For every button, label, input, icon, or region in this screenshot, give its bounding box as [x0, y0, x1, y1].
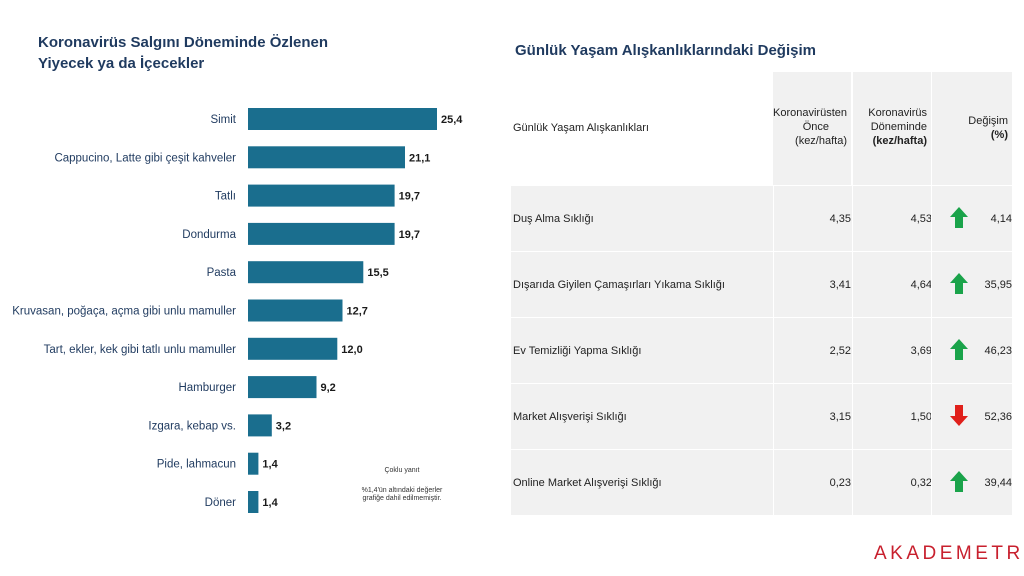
- value-label: 25,4: [441, 114, 463, 126]
- value-label: 9,2: [320, 382, 335, 394]
- header-before-l2: Önce: [802, 121, 829, 133]
- header-habits: Günlük Yaşam Alışkanlıkları: [513, 122, 649, 134]
- header-before-l1: Koronavirüsten: [773, 107, 847, 119]
- bar: [248, 452, 259, 475]
- bar: [248, 222, 395, 245]
- row-label: Duş Alma Sıklığı: [513, 213, 594, 225]
- row-label: Market Alışverişi Sıklığı: [513, 411, 627, 423]
- row-during: 4,53: [910, 213, 932, 225]
- header-during-l2: Döneminde: [870, 121, 927, 133]
- header-before: Koronavirüsten Önce (kez/hafta): [773, 72, 851, 185]
- row-before: 2,52: [829, 345, 851, 357]
- header-before-l3: (kez/hafta): [795, 135, 847, 147]
- bar: [248, 299, 343, 322]
- arrow-up-icon: [950, 207, 968, 228]
- bar: [248, 184, 395, 207]
- table-row: Dışarıda Giyilen Çamaşırları Yıkama Sıkl…: [511, 252, 1012, 317]
- arrow-up-icon: [950, 273, 968, 294]
- value-label: 19,7: [399, 191, 420, 203]
- category-label: Hamburger: [178, 382, 236, 394]
- category-label: Pide, lahmacun: [157, 459, 236, 471]
- bar: [248, 376, 317, 399]
- category-label: Tatlı: [215, 191, 236, 203]
- header-during: Koronavirüs Döneminde (kez/hafta): [853, 72, 931, 185]
- row-during: 0,32: [910, 477, 932, 489]
- table-row: Ev Temizliği Yapma Sıklığı 2,52 3,69 46,23: [511, 318, 1012, 383]
- table-row: Market Alışverişi Sıklığı 3,15 1,50 52,36: [511, 384, 1012, 449]
- note-threshold: %1,4'ün altındaki değerler grafiğe dahil…: [361, 487, 443, 502]
- row-before: 0,23: [829, 477, 851, 489]
- row-during: 3,69: [910, 345, 932, 357]
- category-label: Dondurma: [182, 229, 236, 241]
- table-body: Duş Alma Sıklığı 4,35 4,53 4,14 Dışarıda Giy…: [511, 186, 1012, 515]
- value-label: 21,1: [409, 152, 430, 164]
- row-label: Online Market Alışverişi Sıklığı: [513, 477, 662, 489]
- bar-chart: Simit 25,4 Cappucino, Latte gibi çeşit kah…: [12, 108, 463, 513]
- row-label: Ev Temizliği Yapma Sıklığı: [513, 345, 642, 357]
- chart-title: Koronavirüs Salgını Döneminde Özlenen Yi…: [38, 34, 329, 72]
- habits-table: Günlük Yaşam Alışkanlıkları Koronavirüst…: [511, 72, 1012, 515]
- row-label: Dışarıda Giyilen Çamaşırları Yıkama Sıkl…: [513, 279, 725, 291]
- table-row: Online Market Alışverişi Sıklığı 0,23 0,32…: [511, 450, 1012, 515]
- header-during-l1: Koronavirüs: [868, 107, 927, 119]
- bar: [248, 491, 259, 513]
- table-title: Günlük Yaşam Alışkanlıklarındaki Değişim: [515, 42, 816, 59]
- bar: [248, 414, 272, 437]
- row-change: 52,36: [984, 411, 1012, 423]
- row-during: 4,64: [910, 279, 932, 291]
- header-change-l1: Değişim: [968, 115, 1008, 127]
- header-change-l2: (%): [990, 129, 1008, 141]
- category-label: Simit: [210, 114, 236, 126]
- category-label: Cappucino, Latte gibi çeşit kahveler: [54, 152, 236, 164]
- category-label: Kruvasan, poğaça, açma gibi unlu mamulle…: [12, 306, 236, 318]
- value-label: 12,7: [347, 306, 368, 318]
- value-label: 1,4: [262, 497, 278, 509]
- category-label: Döner: [205, 497, 236, 509]
- value-label: 15,5: [367, 267, 388, 279]
- arrow-up-icon: [950, 471, 968, 492]
- bar: [248, 108, 437, 130]
- value-label: 3,2: [276, 420, 291, 432]
- row-change: 46,23: [984, 345, 1012, 357]
- category-label: Tart, ekler, kek gibi tatlı unlu mamulle…: [44, 344, 237, 356]
- category-label: Izgara, kebap vs.: [148, 420, 236, 432]
- header-change: Değişim (%): [932, 72, 1012, 185]
- value-label: 12,0: [341, 344, 362, 356]
- bar: [248, 337, 338, 360]
- row-before: 4,35: [829, 213, 851, 225]
- row-change: 39,44: [984, 477, 1012, 489]
- table-row: Duş Alma Sıklığı 4,35 4,53 4,14: [511, 186, 1012, 251]
- row-change: 4,14: [990, 213, 1012, 225]
- note-multi-answer: Çoklu yanıt: [384, 467, 420, 474]
- row-before: 3,41: [829, 279, 851, 291]
- row-during: 1,50: [910, 411, 932, 423]
- arrow-up-icon: [950, 339, 968, 360]
- value-label: 1,4: [262, 459, 278, 471]
- bar: [248, 261, 364, 284]
- akademetre-logo: AKADEMETRE: [874, 543, 1024, 564]
- arrow-down-icon: [950, 405, 968, 426]
- category-label: Pasta: [207, 267, 237, 279]
- bar: [248, 146, 405, 169]
- table-header: Günlük Yaşam Alışkanlıkları Koronavirüst…: [511, 72, 1012, 185]
- header-during-l3: (kez/hafta): [872, 135, 927, 147]
- value-label: 19,7: [399, 229, 420, 241]
- row-change: 35,95: [984, 279, 1012, 291]
- row-before: 3,15: [829, 411, 851, 423]
